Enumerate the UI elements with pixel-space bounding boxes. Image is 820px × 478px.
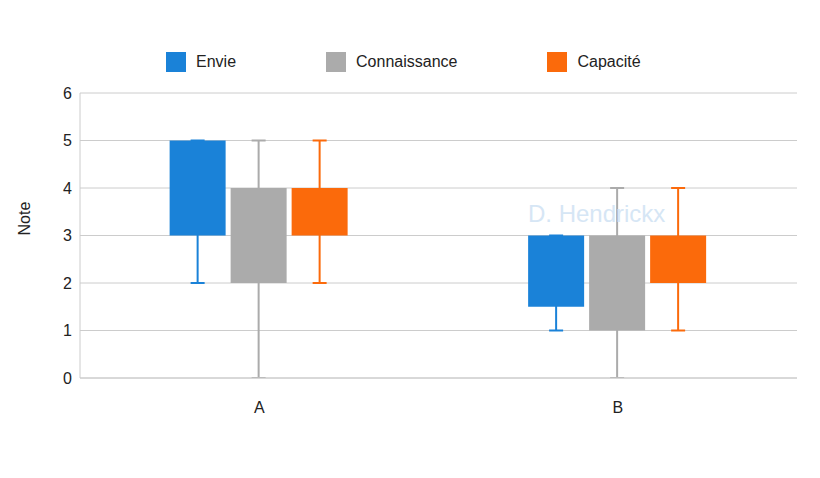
svg-text:2: 2 [63, 275, 72, 292]
svg-text:4: 4 [63, 180, 72, 197]
svg-text:Note: Note [16, 202, 33, 236]
svg-text:5: 5 [63, 132, 72, 149]
svg-text:B: B [612, 399, 623, 416]
html-text:Connaissance: Connaissance [356, 53, 458, 70]
svg-text:0: 0 [63, 370, 72, 387]
svg-text:3: 3 [63, 227, 72, 244]
svg-text:1: 1 [63, 322, 72, 339]
svg-text:6: 6 [63, 85, 72, 102]
svg-text:A: A [254, 399, 265, 416]
html-text:Envie: Envie [196, 53, 236, 70]
html-text:Capacité: Capacité [577, 53, 641, 70]
html-text:D. Hendrickx: D. Hendrickx [528, 200, 666, 227]
